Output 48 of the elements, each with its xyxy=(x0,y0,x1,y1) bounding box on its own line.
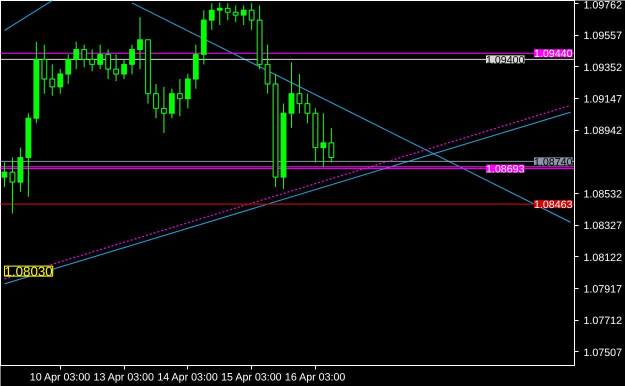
candlestick xyxy=(65,54,72,84)
candlestick xyxy=(296,74,302,114)
x-tick-label: 14 Apr 03:00 xyxy=(157,372,218,384)
candlestick xyxy=(153,83,159,119)
candlestick xyxy=(240,4,247,26)
candlestick xyxy=(10,157,16,214)
candlestick xyxy=(161,86,167,134)
candlestick xyxy=(113,54,119,82)
candlestick xyxy=(105,48,112,80)
candlestick xyxy=(208,2,215,30)
candlestick xyxy=(81,44,88,68)
candlestick xyxy=(328,127,334,163)
y-tick-label: 1.09557 xyxy=(584,30,622,42)
ref-line-label: 1.09440 xyxy=(534,48,573,60)
candlestick xyxy=(49,64,56,96)
candlestick xyxy=(129,44,135,75)
y-tick-label: 1.08942 xyxy=(584,125,622,138)
candlestick xyxy=(320,112,326,168)
y-tick-label: 1.08532 xyxy=(584,188,622,201)
x-tick-label: 16 Apr 03:00 xyxy=(284,372,346,384)
y-tick-label: 1.09762 xyxy=(584,0,622,12)
y-tick-label: 1.07712 xyxy=(584,315,622,328)
candlestick xyxy=(304,93,310,124)
x-tick-label: 13 Apr 03:00 xyxy=(94,372,154,384)
candlestick xyxy=(73,41,80,70)
y-tick-label: 1.08327 xyxy=(584,220,622,232)
x-tick-label: 10 Apr 03:00 xyxy=(30,372,90,384)
candlestick xyxy=(288,62,294,128)
candlestick xyxy=(89,48,96,72)
candlestick xyxy=(57,68,64,94)
ref-line-label: 1.09400 xyxy=(486,54,525,66)
candlestick xyxy=(137,16,143,70)
candlestick xyxy=(2,162,8,188)
candlestick xyxy=(232,4,239,23)
y-tick-label: 1.08122 xyxy=(584,252,622,264)
x-tick-label: 15 Apr 03:00 xyxy=(221,372,282,384)
candlestick xyxy=(264,44,270,94)
candlestick xyxy=(121,58,127,80)
y-tick-label: 1.09147 xyxy=(584,93,622,106)
y-tick-label: 1.07507 xyxy=(584,346,622,359)
candlestick xyxy=(97,44,104,70)
candlestick xyxy=(184,74,191,109)
candlestick xyxy=(41,44,48,94)
candlestick xyxy=(176,78,183,117)
y-tick-label: 1.09352 xyxy=(584,62,622,74)
ref-line-label: 1.08740 xyxy=(534,156,573,168)
candlestick xyxy=(169,88,175,119)
y-tick-label: 1.07917 xyxy=(584,284,622,296)
